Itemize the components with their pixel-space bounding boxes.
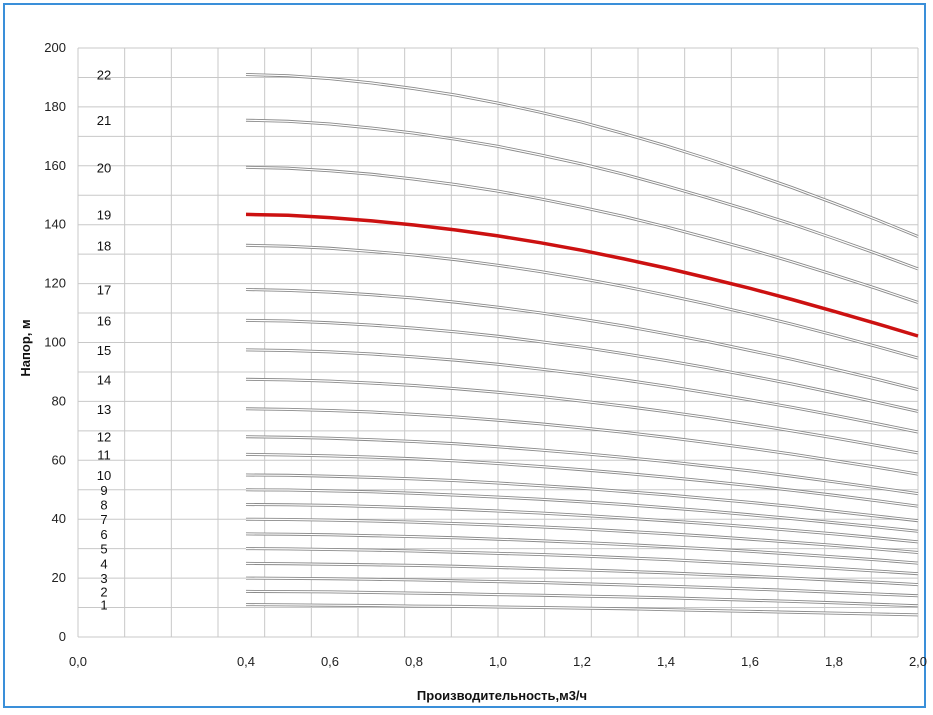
x-tick-label: 0,4 (237, 654, 255, 669)
curve-7-inner (245, 518, 919, 554)
curve-label-10: 10 (97, 468, 111, 483)
curve-label-13: 13 (97, 402, 111, 417)
curve-3-inner (245, 577, 919, 597)
curve-17-inner (245, 288, 919, 391)
curve-21-inner (245, 119, 919, 270)
y-tick-labels: 0 20 40 60 80 100 120 140 160 180 200 (44, 40, 66, 644)
y-tick-label: 120 (44, 276, 66, 291)
curve-21 (245, 118, 919, 271)
curve-label-5: 5 (100, 542, 107, 557)
curve-2 (245, 589, 919, 608)
curve-13 (245, 407, 919, 476)
curve-4-inner (245, 562, 919, 586)
curve-label-8: 8 (100, 497, 107, 512)
curve-label-15: 15 (97, 343, 111, 358)
y-tick-label: 80 (52, 393, 66, 408)
x-tick-label: 0,0 (69, 654, 87, 669)
curve-22-inner (245, 73, 919, 238)
curve-label-16: 16 (97, 313, 111, 328)
curve-9-inner (245, 489, 919, 532)
y-tick-label: 100 (44, 335, 66, 350)
y-tick-label: 40 (52, 511, 66, 526)
curve-label-3: 3 (100, 571, 107, 586)
y-axis-title: Напор, м (18, 319, 33, 376)
curve-5-inner (245, 548, 919, 575)
curve-20-inner (245, 166, 919, 303)
curve-22 (245, 73, 919, 238)
curve-1-inner (245, 604, 919, 616)
curve-8-inner (245, 503, 919, 543)
x-tick-label: 1,6 (741, 654, 759, 669)
y-tick-label: 140 (44, 217, 66, 232)
curve-10-inner (245, 474, 919, 522)
curve-16-inner (245, 319, 919, 412)
x-tick-labels: 0,0 0,4 0,6 0,8 1,0 1,2 1,4 1,6 1,8 2,0 (69, 654, 927, 669)
curve-14-inner (245, 378, 919, 454)
y-tick-label: 200 (44, 40, 66, 55)
curve-label-17: 17 (97, 282, 111, 297)
curve-2-inner (245, 590, 919, 607)
grid (77, 47, 919, 638)
curve-label-11: 11 (97, 447, 111, 462)
x-tick-label: 1,8 (825, 654, 843, 669)
curve-label-7: 7 (100, 512, 107, 527)
y-tick-label: 180 (44, 99, 66, 114)
curve-label-9: 9 (100, 483, 107, 498)
curve-label-12: 12 (97, 430, 111, 445)
curve-6-inner (245, 533, 919, 564)
y-tick-label: 160 (44, 158, 66, 173)
curves (245, 73, 919, 617)
curve-label-18: 18 (97, 238, 111, 253)
x-tick-label: 0,6 (321, 654, 339, 669)
curve-label-2: 2 (100, 584, 107, 599)
curve-label-20: 20 (97, 160, 111, 175)
x-tick-label: 1,2 (573, 654, 591, 669)
curve-13-inner (245, 408, 919, 475)
curve-18-inner (245, 244, 919, 359)
x-tick-label: 1,4 (657, 654, 675, 669)
curve-11-inner (245, 453, 919, 507)
y-tick-label: 60 (52, 452, 66, 467)
curve-15-inner (245, 349, 919, 433)
x-tick-label: 1,0 (489, 654, 507, 669)
x-axis-title: Производительность,м3/ч (417, 688, 587, 703)
curve-15 (245, 348, 919, 434)
curve-label-1: 1 (100, 598, 107, 613)
y-tick-label: 20 (52, 570, 66, 585)
curve-label-6: 6 (100, 527, 107, 542)
curve-label-21: 21 (97, 113, 111, 128)
curve-label-14: 14 (97, 372, 111, 387)
curve-12-inner (245, 436, 919, 495)
curve-20 (245, 165, 919, 304)
curve-label-22: 22 (97, 68, 111, 83)
y-tick-label: 0 (59, 629, 66, 644)
curve-19-highlighted (245, 212, 919, 338)
x-tick-label: 0,8 (405, 654, 423, 669)
curve-label-19: 19 (97, 207, 111, 222)
curve-10 (245, 473, 919, 523)
x-tick-label: 2,0 (909, 654, 927, 669)
curve-label-4: 4 (100, 556, 107, 571)
curve-12 (245, 435, 919, 496)
curve-18 (245, 243, 919, 360)
